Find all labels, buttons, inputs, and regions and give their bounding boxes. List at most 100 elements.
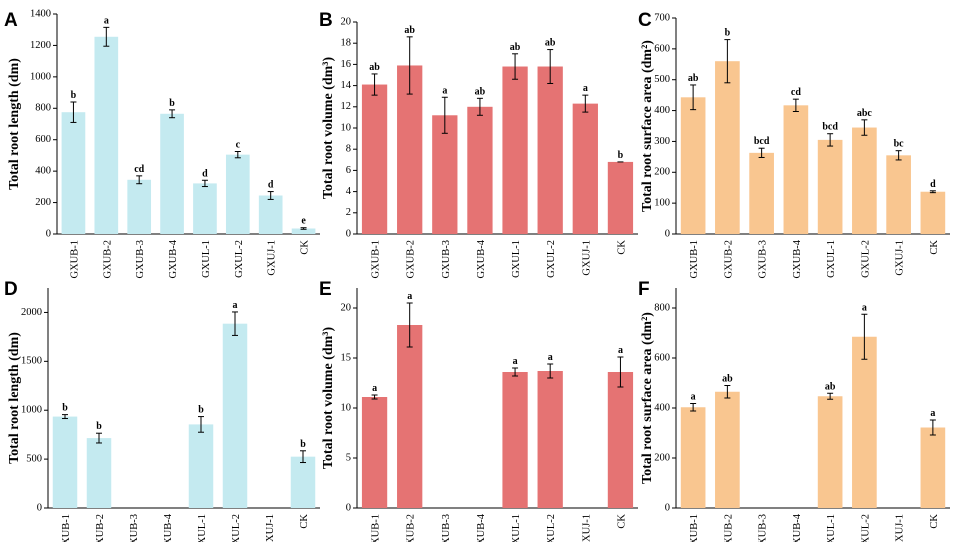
- bar: [852, 336, 877, 508]
- bar: [291, 228, 316, 234]
- y-tick-label: 1500: [21, 356, 42, 367]
- significance-label: b: [96, 421, 102, 432]
- y-tick-label: 400: [654, 105, 670, 116]
- significance-label: b: [71, 90, 77, 101]
- significance-label: ab: [722, 374, 733, 385]
- y-tick-label: 1400: [30, 8, 51, 19]
- y-tick-label: 1200: [30, 40, 51, 51]
- x-tick-label: CK: [300, 240, 311, 255]
- significance-label: ab: [369, 62, 380, 73]
- x-tick-label: CK: [929, 514, 940, 529]
- panel-letter: A: [4, 10, 18, 31]
- panel-C: C Total root surface area (dm²) 0 100 200 300…: [638, 10, 950, 279]
- x-tick-label: GXUL-2: [546, 514, 557, 542]
- x-tick-label: CK: [929, 240, 940, 255]
- significance-label: bcd: [822, 122, 838, 133]
- y-tick-label: 700: [654, 12, 670, 23]
- y-tick-label: 0: [665, 502, 670, 513]
- x-tick-label: GXUB-2: [723, 514, 734, 542]
- bar: [52, 416, 78, 508]
- significance-label: a: [618, 345, 623, 356]
- x-tick-label: GXUL-2: [860, 240, 871, 278]
- significance-label: c: [236, 140, 241, 151]
- significance-label: a: [513, 356, 518, 367]
- significance-label: ab: [545, 38, 556, 49]
- y-tick-label: 0: [665, 228, 670, 239]
- x-tick-label: GXUL-1: [201, 240, 212, 278]
- x-tick-label: GXUB-4: [792, 513, 803, 542]
- y-tick-label: 8: [346, 144, 351, 155]
- bar: [607, 372, 634, 508]
- x-tick-label: GXUJ-1: [895, 514, 906, 542]
- x-tick-label: GXUB-2: [406, 240, 417, 279]
- bar: [188, 424, 214, 508]
- x-tick-label: GXUB-2: [102, 240, 113, 279]
- x-tick-label: CK: [616, 514, 627, 529]
- x-tick-label: GXUJ-1: [581, 240, 592, 276]
- y-tick-label: 10: [341, 122, 352, 133]
- significance-label: ab: [404, 25, 415, 36]
- y-axis-label: Total root length (dm): [7, 58, 22, 190]
- bar: [572, 103, 598, 235]
- y-tick-label: 20: [341, 302, 352, 313]
- y-tick-label: 600: [654, 352, 670, 363]
- x-tick-label: GXUL-2: [234, 240, 245, 278]
- significance-label: b: [169, 98, 175, 109]
- significance-label: a: [372, 383, 377, 394]
- bar: [258, 195, 283, 234]
- significance-label: a: [930, 408, 935, 419]
- bar: [749, 152, 774, 234]
- bar: [537, 371, 563, 508]
- panel-B: B Total root volume (dm³) 0 2 4 6 8 10 12 14 16 18 2…: [319, 10, 638, 279]
- panel-letter: F: [638, 279, 650, 300]
- x-tick-label: GXUL-1: [826, 240, 837, 278]
- x-tick-label: GXUL-2: [231, 514, 242, 542]
- x-tick-label: GXUB-2: [95, 514, 106, 542]
- bar: [432, 115, 458, 234]
- panel-letter: B: [319, 10, 333, 31]
- x-tick-label: GXUL-2: [860, 514, 871, 542]
- y-tick-label: 5: [346, 452, 351, 463]
- y-tick-label: 2: [346, 207, 351, 218]
- x-tick-label: GXUB-2: [723, 240, 734, 279]
- y-tick-label: 0: [346, 228, 351, 239]
- x-tick-label: GXUL-1: [826, 514, 837, 542]
- bar: [86, 438, 112, 508]
- y-tick-label: 500: [26, 454, 42, 465]
- x-tick-label: GXUB-3: [441, 514, 452, 542]
- bar: [715, 61, 740, 235]
- y-axis-label: Total root surface area (dm²): [640, 312, 655, 484]
- x-tick-label: GXUB-3: [129, 514, 140, 542]
- y-tick-label: 1000: [30, 71, 51, 82]
- bar: [397, 325, 423, 508]
- x-tick-label: GXUL-1: [511, 240, 522, 278]
- y-tick-label: 20: [341, 16, 352, 27]
- significance-label: d: [202, 168, 208, 179]
- y-tick-label: 600: [35, 134, 51, 145]
- y-tick-label: 200: [654, 167, 670, 178]
- significance-label: b: [725, 28, 731, 39]
- y-tick-label: 0: [46, 228, 51, 239]
- significance-label: d: [930, 179, 936, 190]
- bar: [537, 66, 563, 235]
- significance-label: ab: [688, 73, 699, 84]
- bar: [607, 161, 634, 234]
- panel-letter: E: [319, 279, 332, 300]
- x-tick-label: CK: [299, 514, 310, 529]
- significance-label: e: [301, 216, 306, 227]
- panel-A: A Total root length (dm) 0 200 400 600 800 1000…: [4, 8, 320, 279]
- bar: [920, 191, 946, 234]
- y-tick-label: 10: [341, 402, 352, 413]
- significance-label: a: [233, 300, 238, 311]
- significance-label: b: [198, 405, 204, 416]
- significance-label: a: [691, 392, 696, 403]
- significance-label: b: [62, 403, 68, 414]
- panel-F: F Total root surface area (dm²) 0 200 400 600…: [638, 279, 950, 542]
- bar: [361, 397, 388, 508]
- significance-label: ab: [510, 42, 521, 53]
- y-axis-label: Total root volume (dm³): [321, 57, 336, 200]
- significance-label: b: [300, 439, 306, 450]
- bar: [361, 84, 388, 234]
- x-tick-label: GXUB-1: [371, 514, 382, 542]
